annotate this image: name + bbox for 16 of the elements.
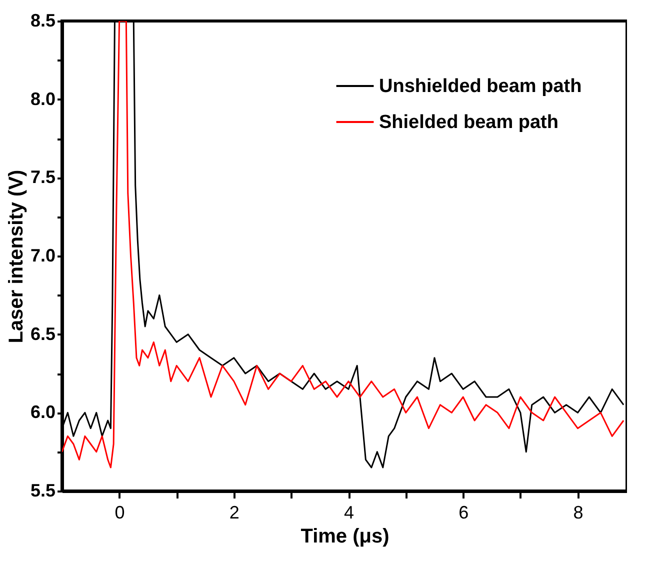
y-tick-label: 7.0 xyxy=(30,246,56,266)
y-tick-label: 6.5 xyxy=(30,324,56,344)
x-tick-label: 4 xyxy=(344,502,354,522)
x-tick-label: 2 xyxy=(229,502,240,522)
y-tick-label: 8.0 xyxy=(30,88,56,109)
legend-label: Unshielded beam path xyxy=(379,76,582,97)
y-tick-label: 7.5 xyxy=(30,167,56,188)
x-axis-title: Time (μs) xyxy=(300,526,390,548)
y-tick-label: 5.5 xyxy=(30,480,56,500)
y-tick-label: 8.5 xyxy=(30,10,56,30)
x-tick-label: 0 xyxy=(114,502,125,522)
y-axis-title: Laser intensity (V) xyxy=(5,170,28,344)
y-tick-label: 6.0 xyxy=(30,402,56,422)
x-tick-label: 6 xyxy=(458,502,469,522)
x-tick-label: 8 xyxy=(573,502,584,522)
legend-label: Shielded beam path xyxy=(379,112,558,133)
